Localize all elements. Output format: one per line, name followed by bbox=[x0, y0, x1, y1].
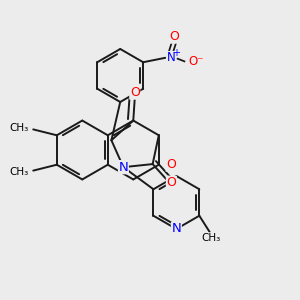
Text: N: N bbox=[167, 51, 176, 64]
Text: CH₃: CH₃ bbox=[10, 123, 29, 133]
Text: O: O bbox=[169, 30, 179, 43]
Text: O: O bbox=[130, 86, 140, 99]
Text: O: O bbox=[167, 176, 176, 189]
Text: CH₃: CH₃ bbox=[10, 167, 29, 177]
Text: +: + bbox=[172, 47, 180, 58]
Text: O: O bbox=[166, 158, 176, 171]
Text: N: N bbox=[118, 161, 128, 174]
Text: N: N bbox=[172, 223, 181, 236]
Text: CH₃: CH₃ bbox=[202, 233, 221, 243]
Text: O⁻: O⁻ bbox=[189, 55, 204, 68]
